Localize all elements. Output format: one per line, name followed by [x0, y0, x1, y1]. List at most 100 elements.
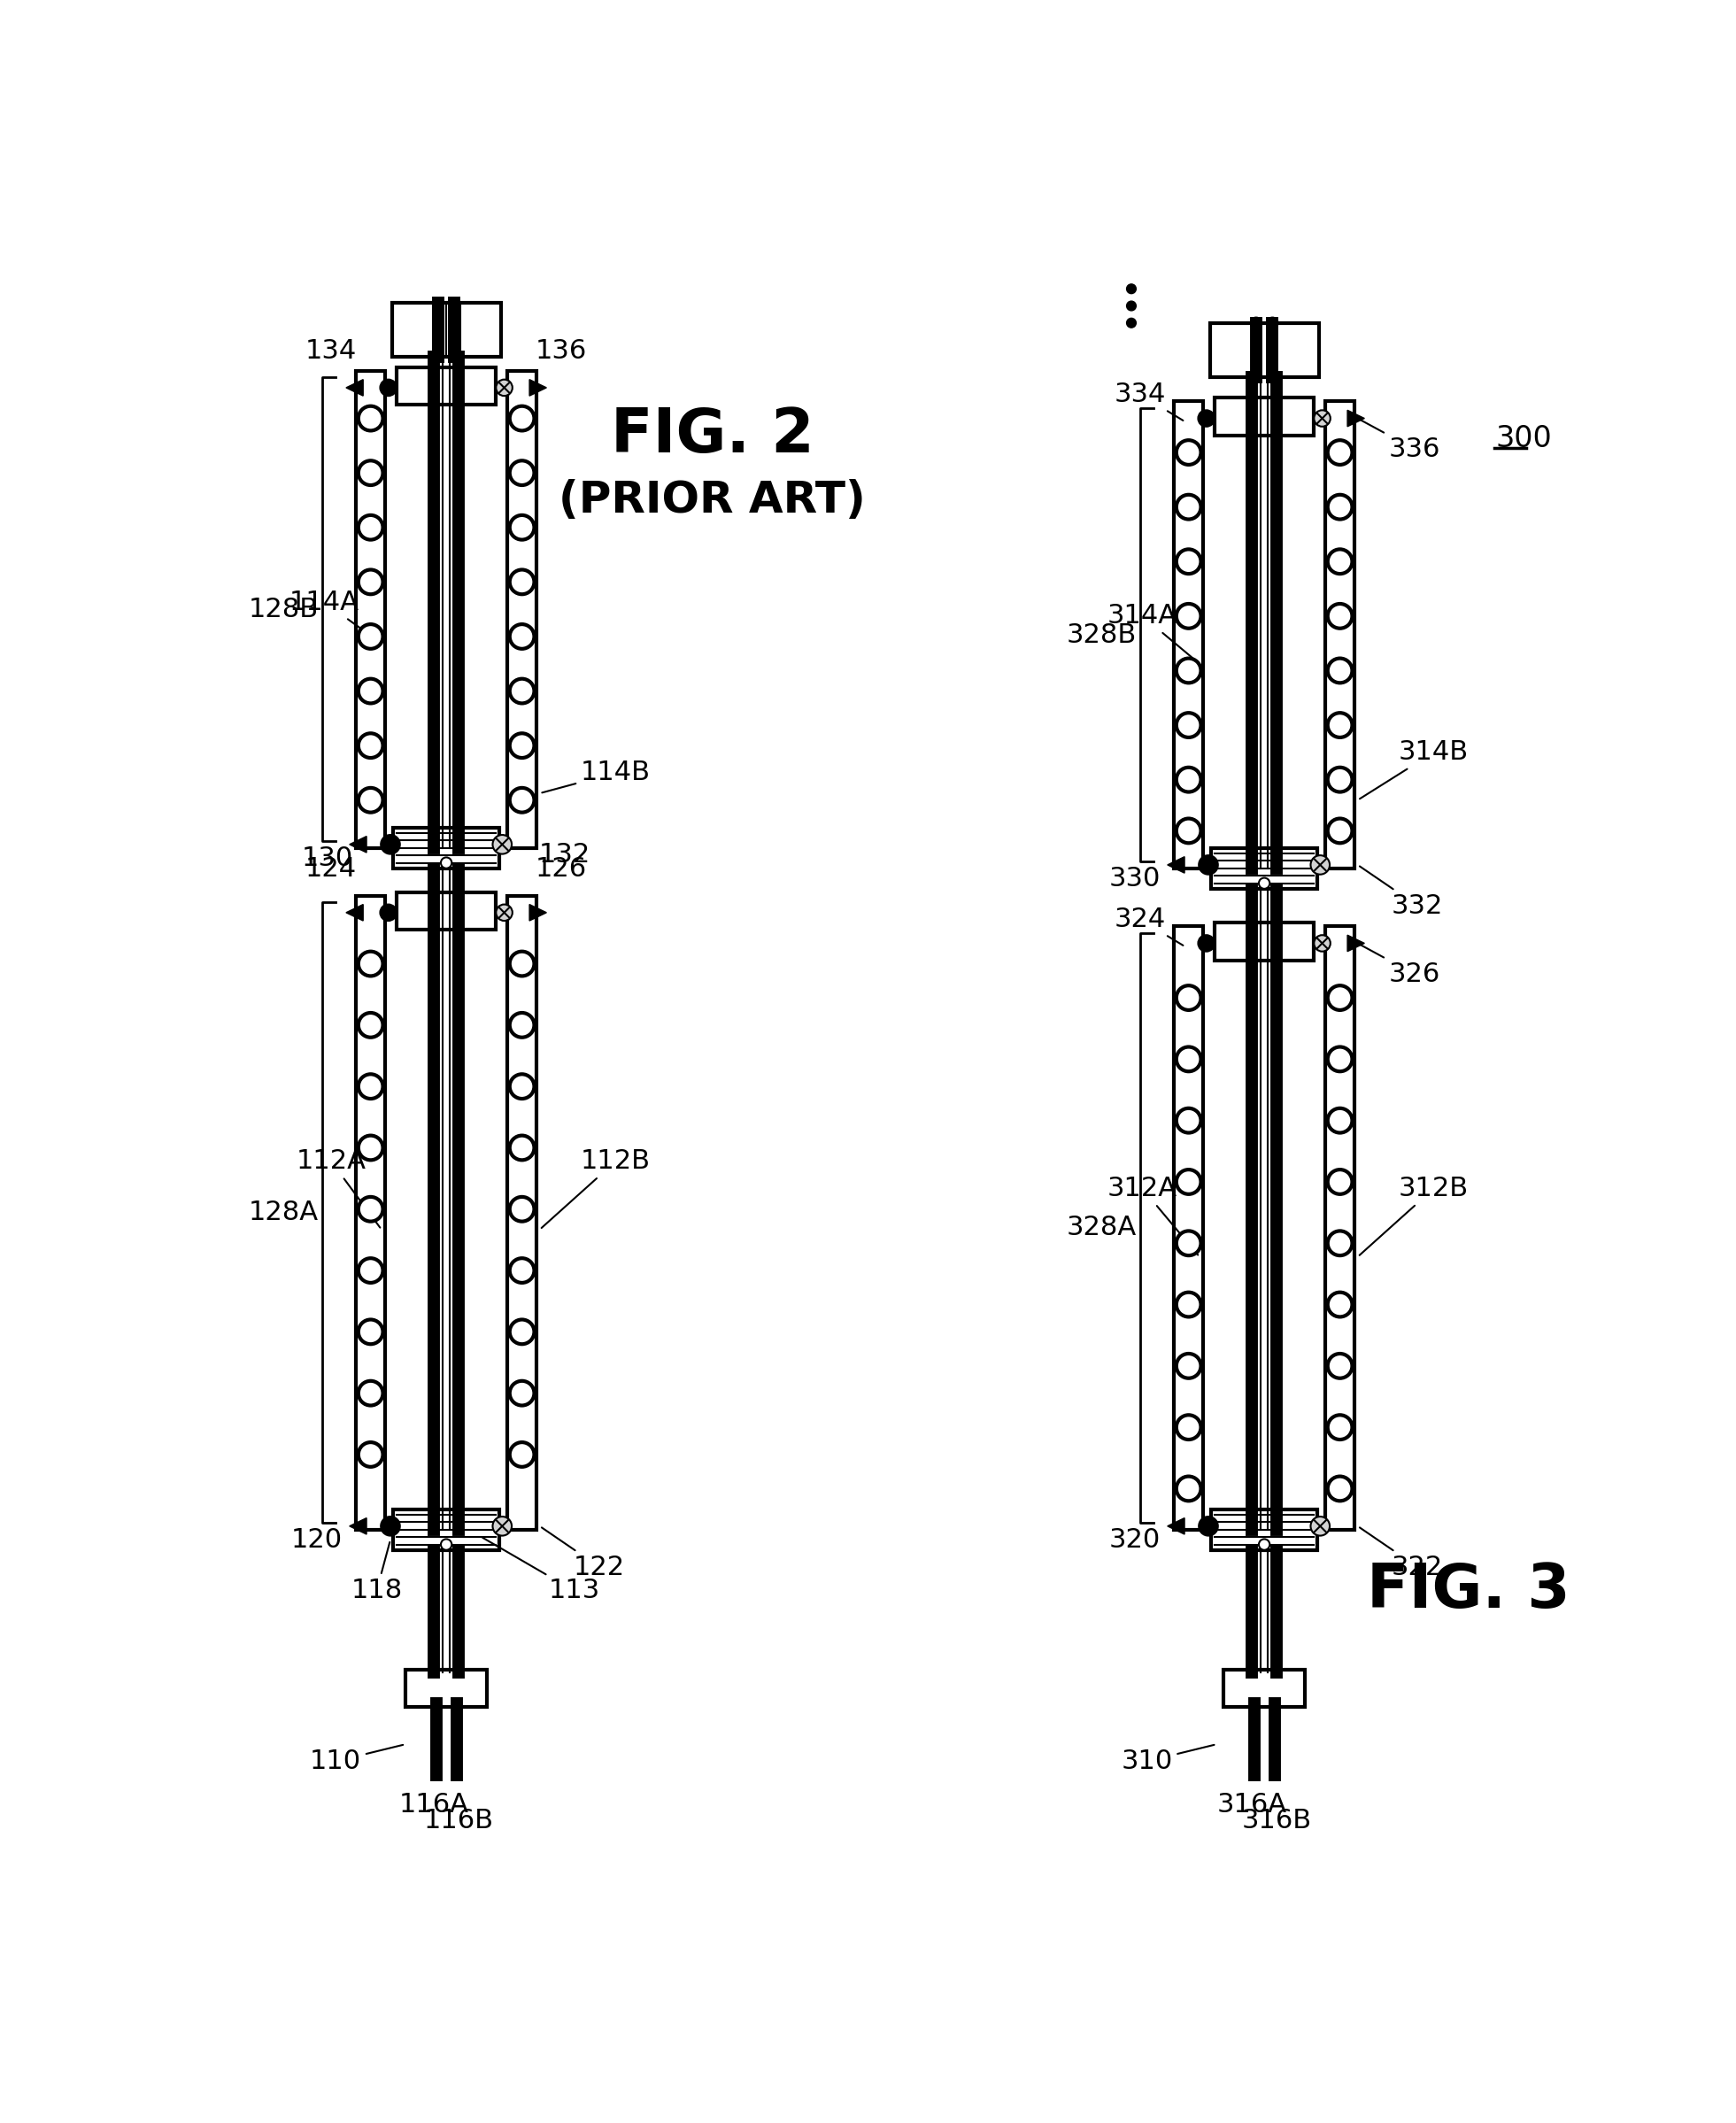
Circle shape: [1328, 1475, 1352, 1501]
Circle shape: [358, 461, 384, 486]
Circle shape: [493, 834, 512, 853]
Text: 110: 110: [311, 1745, 403, 1775]
Text: 128B: 128B: [248, 597, 319, 622]
Text: 114B: 114B: [542, 760, 651, 792]
Circle shape: [358, 1074, 384, 1100]
Text: 332: 332: [1359, 866, 1443, 919]
Polygon shape: [349, 836, 366, 853]
Circle shape: [1328, 1231, 1352, 1255]
Polygon shape: [1168, 1518, 1184, 1535]
Circle shape: [1328, 603, 1352, 628]
Circle shape: [358, 1380, 384, 1405]
Text: 114A: 114A: [290, 590, 380, 641]
Circle shape: [510, 569, 535, 594]
Polygon shape: [529, 904, 547, 921]
Text: 324: 324: [1115, 907, 1184, 945]
Circle shape: [510, 1013, 535, 1038]
Text: 336: 336: [1359, 420, 1439, 463]
Polygon shape: [1168, 858, 1184, 873]
Polygon shape: [1347, 410, 1364, 427]
Circle shape: [441, 1539, 451, 1550]
Text: 328A: 328A: [1066, 1214, 1137, 1240]
Circle shape: [510, 405, 535, 431]
Circle shape: [1259, 1539, 1269, 1550]
Circle shape: [380, 834, 399, 853]
Text: 116A: 116A: [399, 1792, 469, 1817]
Polygon shape: [345, 380, 363, 395]
Circle shape: [358, 1136, 384, 1159]
Circle shape: [1328, 1293, 1352, 1316]
Circle shape: [1328, 1047, 1352, 1072]
Bar: [507, 372, 536, 847]
Circle shape: [1177, 1475, 1201, 1501]
Circle shape: [1177, 1108, 1201, 1134]
Text: 310: 310: [1121, 1745, 1213, 1775]
Circle shape: [1328, 439, 1352, 465]
Circle shape: [510, 1380, 535, 1405]
Circle shape: [358, 1013, 384, 1038]
Circle shape: [1328, 985, 1352, 1011]
Bar: [1224, 1669, 1305, 1707]
Text: 328B: 328B: [1066, 622, 1137, 648]
Text: 320: 320: [1109, 1526, 1161, 1552]
Circle shape: [510, 679, 535, 703]
Bar: [398, 892, 496, 930]
Text: 116B: 116B: [424, 1807, 493, 1834]
Circle shape: [493, 1516, 512, 1535]
Circle shape: [1177, 1047, 1201, 1072]
Circle shape: [358, 679, 384, 703]
Circle shape: [358, 1197, 384, 1221]
Circle shape: [510, 951, 535, 977]
Bar: [1326, 401, 1354, 868]
Text: 126: 126: [536, 856, 587, 881]
Bar: [406, 1669, 488, 1707]
Text: 322: 322: [1359, 1529, 1443, 1580]
Circle shape: [510, 461, 535, 486]
Circle shape: [1198, 410, 1215, 427]
Bar: [394, 1509, 500, 1550]
Text: 128A: 128A: [248, 1199, 319, 1225]
Text: 130: 130: [302, 845, 354, 870]
Circle shape: [1328, 766, 1352, 792]
Circle shape: [1328, 1170, 1352, 1193]
Polygon shape: [1347, 934, 1364, 951]
Circle shape: [358, 1321, 384, 1344]
Circle shape: [1177, 439, 1201, 465]
Circle shape: [1127, 284, 1135, 293]
Circle shape: [496, 904, 512, 921]
Circle shape: [358, 516, 384, 539]
Text: 314B: 314B: [1359, 739, 1469, 798]
Circle shape: [510, 732, 535, 758]
Circle shape: [1177, 550, 1201, 573]
Text: 112A: 112A: [297, 1149, 380, 1227]
Text: 334: 334: [1115, 382, 1184, 420]
Circle shape: [510, 1074, 535, 1100]
Circle shape: [1328, 1416, 1352, 1439]
Text: 330: 330: [1109, 866, 1161, 892]
Bar: [1174, 401, 1203, 868]
Bar: [1210, 323, 1319, 378]
Circle shape: [1177, 658, 1201, 684]
Text: 122: 122: [542, 1529, 625, 1580]
Circle shape: [1250, 318, 1262, 329]
Circle shape: [358, 1442, 384, 1467]
Text: 124: 124: [306, 856, 358, 881]
Bar: [356, 372, 385, 847]
Bar: [392, 301, 500, 357]
Bar: [394, 828, 500, 868]
Text: 113: 113: [483, 1537, 601, 1603]
Circle shape: [1127, 318, 1135, 327]
Bar: [1212, 1509, 1318, 1550]
Text: FIG. 3: FIG. 3: [1368, 1560, 1571, 1620]
Circle shape: [380, 1516, 399, 1535]
Circle shape: [1177, 819, 1201, 843]
Polygon shape: [349, 1518, 366, 1535]
Text: 132: 132: [538, 843, 590, 868]
Circle shape: [1267, 318, 1278, 329]
Circle shape: [1259, 877, 1269, 890]
Circle shape: [510, 1136, 535, 1159]
Circle shape: [1328, 658, 1352, 684]
Circle shape: [358, 788, 384, 813]
Circle shape: [1177, 1293, 1201, 1316]
Text: 312A: 312A: [1108, 1176, 1198, 1255]
